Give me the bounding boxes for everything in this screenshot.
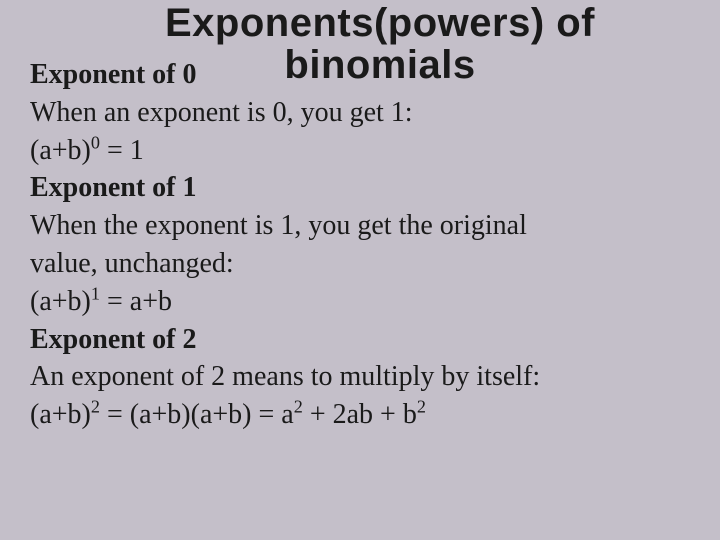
section-body-1b: value, unchanged: — [30, 245, 690, 283]
formula-mid2: + 2ab + b — [303, 399, 417, 430]
formula-exp: 1 — [91, 283, 100, 303]
slide-content: Exponent of 0 When an exponent is 0, you… — [30, 56, 690, 434]
formula-mid: = (a+b)(a+b) = a — [100, 399, 294, 430]
section-body-0: When an exponent is 0, you get 1: — [30, 94, 690, 132]
title-line-1: Exponents(powers) of — [165, 1, 595, 45]
formula-base: (a+b) — [30, 399, 91, 430]
section-body-2: An exponent of 2 means to multiply by it… — [30, 358, 690, 396]
formula-rhs: = a+b — [100, 286, 172, 317]
formula-base: (a+b) — [30, 286, 91, 317]
section-heading-1: Exponent of 1 — [30, 169, 690, 207]
slide: Exponents(powers) of binomials Exponent … — [0, 0, 720, 540]
section-formula-1: (a+b)1 = a+b — [30, 283, 690, 321]
formula-rhs: = 1 — [100, 135, 144, 166]
title-line-2: binomials — [284, 43, 475, 87]
section-formula-0: (a+b)0 = 1 — [30, 132, 690, 170]
formula-base: (a+b) — [30, 135, 91, 166]
formula-exp: 2 — [91, 397, 100, 417]
formula-exp3: 2 — [417, 397, 426, 417]
section-formula-2: (a+b)2 = (a+b)(a+b) = a2 + 2ab + b2 — [30, 396, 690, 434]
formula-exp2: 2 — [294, 397, 303, 417]
section-body-1a: When the exponent is 1, you get the orig… — [30, 207, 690, 245]
formula-exp: 0 — [91, 132, 100, 152]
section-heading-2: Exponent of 2 — [30, 321, 690, 359]
